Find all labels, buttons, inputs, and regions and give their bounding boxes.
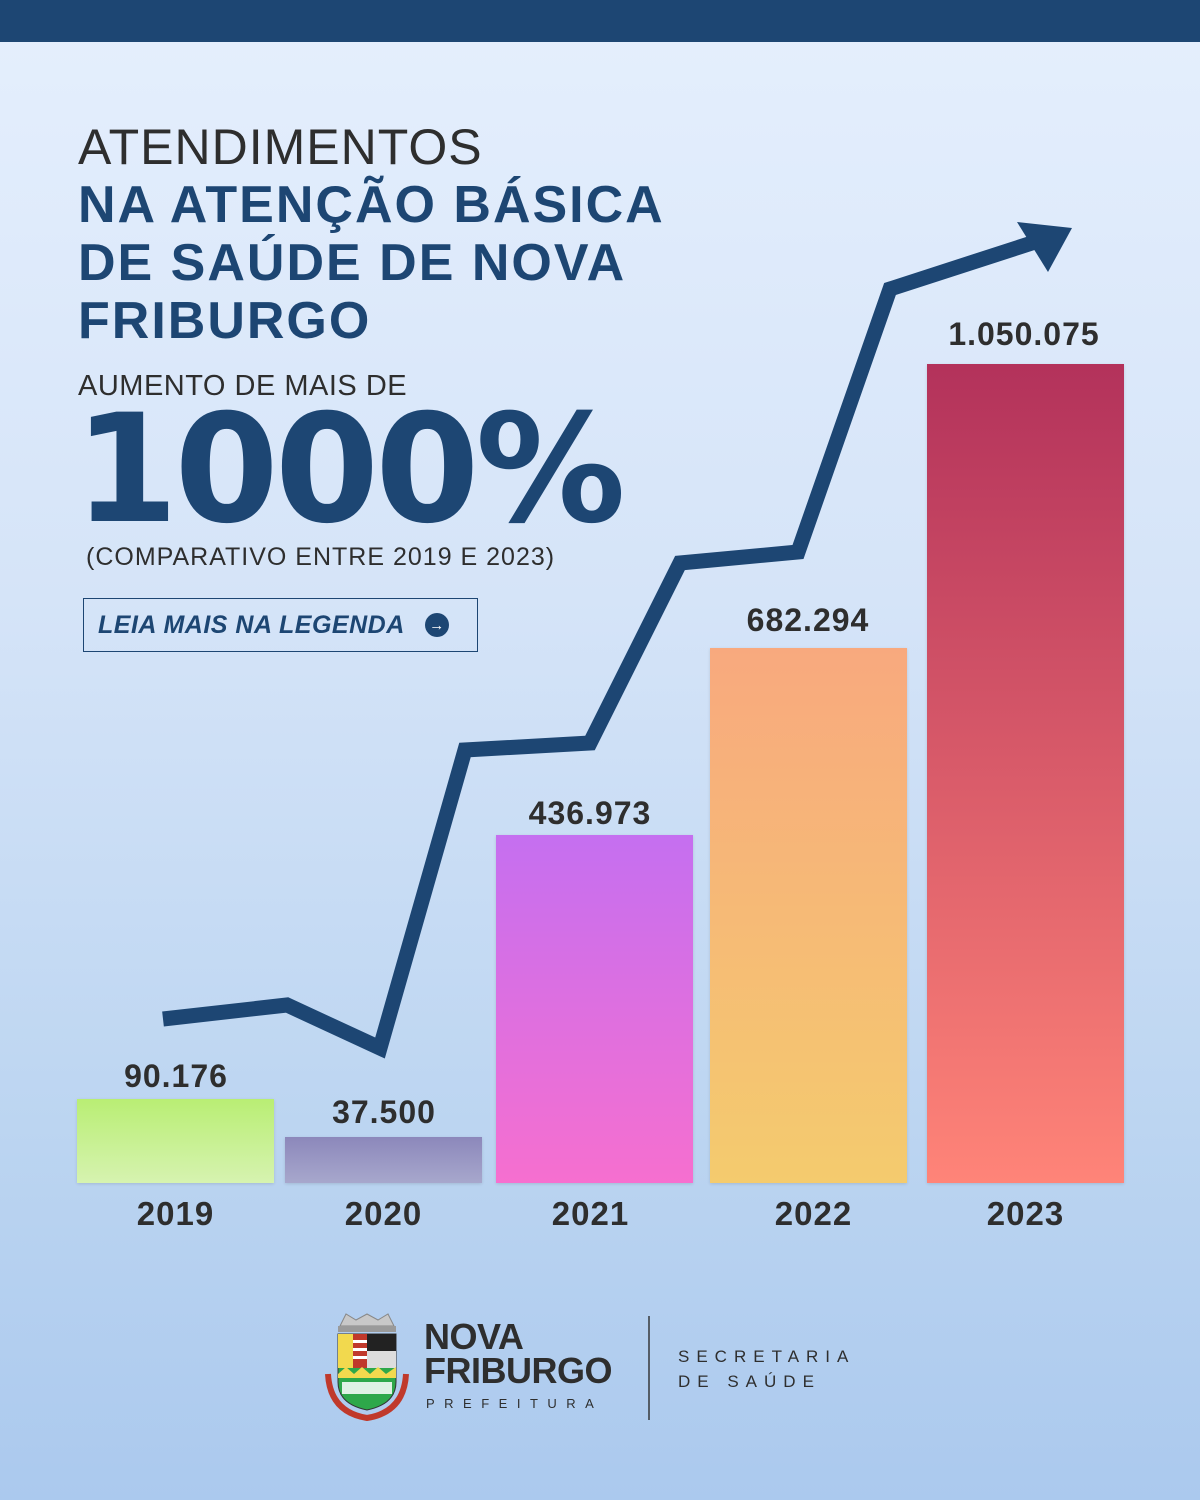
value-label-2023: 1.050.075 (948, 316, 1100, 352)
arrow-right-circle-icon: → (424, 613, 449, 637)
brand-name: NOVA FRIBURGO (424, 1316, 613, 1391)
headline-line-2: NA ATENÇÃO BÁSICA (78, 176, 665, 234)
bar-2021 (496, 835, 693, 1183)
value-label-2022: 682.294 (746, 602, 870, 638)
comparison-note: (COMPARATIVO ENTRE 2019 E 2023) (86, 543, 556, 571)
department-line-2: DE SAÚDE (678, 1372, 821, 1391)
year-label-2020: 2020 (344, 1195, 423, 1232)
value-label-2019: 90.176 (124, 1058, 228, 1094)
headline-title: NA ATENÇÃO BÁSICA DE SAÚDE DE NOVA FRIBU… (78, 176, 665, 350)
brand-line-2: FRIBURGO (424, 1350, 613, 1391)
footer-divider (648, 1316, 650, 1420)
big-percent: 1000% (74, 383, 626, 557)
headline-light: ATENDIMENTOS (78, 119, 483, 175)
bar-2020 (285, 1137, 482, 1183)
year-label-2023: 2023 (986, 1195, 1065, 1232)
headline-line-4: FRIBURGO (78, 292, 372, 350)
bar-2019 (77, 1099, 274, 1183)
year-label-2022: 2022 (774, 1195, 853, 1232)
coat-of-arms-icon (325, 1313, 409, 1422)
read-more-button[interactable]: LEIA MAIS NA LEGENDA → (83, 598, 478, 652)
year-label-2021: 2021 (551, 1195, 630, 1232)
bar-2023 (927, 364, 1124, 1183)
department-line-1: SECRETARIA (678, 1347, 856, 1366)
brand-line-1: NOVA (424, 1316, 524, 1357)
headline-line-3: DE SAÚDE DE NOVA (78, 234, 627, 292)
year-label-2019: 2019 (136, 1195, 215, 1232)
arrow-head-icon (1017, 222, 1072, 272)
top-bar (0, 0, 1200, 42)
read-more-label: LEIA MAIS NA LEGENDA (98, 610, 405, 639)
bar-2022 (710, 648, 907, 1183)
department-name: SECRETARIA DE SAÚDE (678, 1344, 855, 1394)
value-label-2020: 37.500 (332, 1094, 436, 1130)
footer-branding: NOVA FRIBURGO PREFEITURA SECRETARIA DE S… (322, 1312, 902, 1432)
brand-subtitle: PREFEITURA (426, 1396, 604, 1411)
value-label-2021: 436.973 (528, 795, 652, 831)
